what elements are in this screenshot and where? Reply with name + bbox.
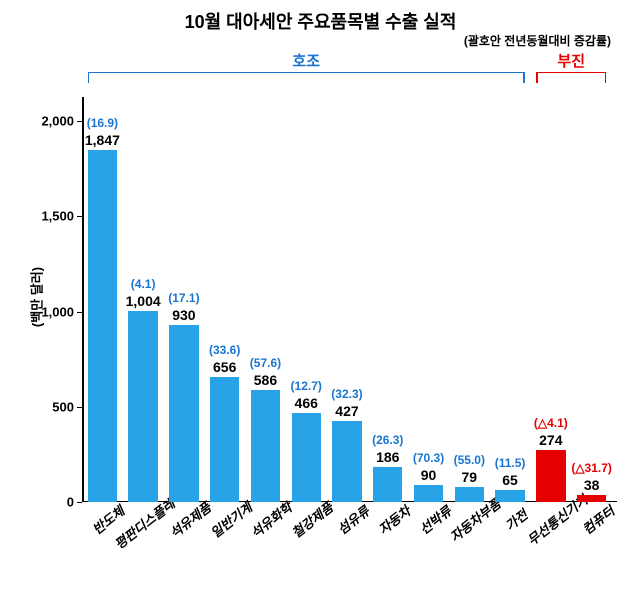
chart-title: 10월 대아세안 주요품목별 수출 실적 <box>0 8 641 34</box>
bar-value-label: 79 <box>462 469 478 485</box>
bar: 466(12.7) <box>292 413 321 502</box>
plot-area: 05001,0001,5002,0001,847(16.9)반도체1,004(4… <box>82 102 612 502</box>
xtick-label: 철강제품 <box>287 497 336 541</box>
group-bracket <box>88 72 525 73</box>
ytick-mark <box>77 312 82 313</box>
bar-value-label: 274 <box>539 432 562 448</box>
bar-value-label: 586 <box>254 372 277 388</box>
bar-value-label: 930 <box>172 307 195 323</box>
bar-value-label: 1,847 <box>85 132 120 148</box>
group-label: 호조 <box>276 50 336 71</box>
ytick-mark <box>77 216 82 217</box>
bar: 38(△31.7) <box>577 495 606 502</box>
xtick-label: 자동차 <box>374 501 414 538</box>
bar: 1,847(16.9) <box>88 150 117 502</box>
bar-pct-label: (11.5) <box>495 456 526 470</box>
bar-value-label: 38 <box>584 477 600 493</box>
bar: 186(26.3) <box>373 467 402 502</box>
bar-value-label: 186 <box>376 449 399 465</box>
bar-pct-label: (57.6) <box>250 356 281 370</box>
bar-pct-label: (4.1) <box>131 277 156 291</box>
group-bracket <box>536 72 606 73</box>
ytick-mark <box>77 407 82 408</box>
bar: 930(17.1) <box>169 325 198 502</box>
ytick-label: 0 <box>67 495 74 510</box>
group-label: 부진 <box>541 50 601 71</box>
bar-pct-label: (△31.7) <box>571 461 612 475</box>
xtick-label: 일반기계 <box>206 497 255 541</box>
bar-value-label: 656 <box>213 359 236 375</box>
chart-container: 10월 대아세안 주요품목별 수출 실적 (괄호안 전년동월대비 증감률) (백… <box>0 0 641 594</box>
ytick-mark <box>77 502 82 503</box>
ytick-label: 2,000 <box>41 114 74 129</box>
bar-value-label: 427 <box>335 403 358 419</box>
ytick-mark <box>77 121 82 122</box>
bar-pct-label: (33.6) <box>209 343 240 357</box>
bar: 1,004(4.1) <box>128 311 157 502</box>
bar-pct-label: (△4.1) <box>534 416 568 430</box>
bar-pct-label: (16.9) <box>87 116 118 130</box>
ytick-label: 1,000 <box>41 304 74 319</box>
xtick-label: 석유화학 <box>247 497 296 541</box>
bar-pct-label: (55.0) <box>454 453 485 467</box>
bar: 65(11.5) <box>495 490 524 502</box>
chart-subtitle: (괄호안 전년동월대비 증감률) <box>464 32 611 49</box>
bar: 79(55.0) <box>455 487 484 502</box>
y-axis-line <box>82 97 84 502</box>
bar-value-label: 65 <box>502 472 518 488</box>
bar: 274(△4.1) <box>536 450 565 502</box>
ytick-label: 500 <box>52 399 74 414</box>
bar-pct-label: (70.3) <box>413 451 444 465</box>
bar-value-label: 90 <box>421 467 437 483</box>
bar-pct-label: (12.7) <box>291 379 322 393</box>
xtick-label: 섬유류 <box>333 501 373 538</box>
bar: 427(32.3) <box>332 421 361 502</box>
bar-value-label: 466 <box>295 395 318 411</box>
ytick-label: 1,500 <box>41 209 74 224</box>
bar-pct-label: (32.3) <box>331 387 362 401</box>
bar: 90(70.3) <box>414 485 443 502</box>
bar-value-label: 1,004 <box>126 293 161 309</box>
bar-pct-label: (17.1) <box>168 291 199 305</box>
bar-pct-label: (26.3) <box>372 433 403 447</box>
bar: 656(33.6) <box>210 377 239 502</box>
bar: 586(57.6) <box>251 390 280 502</box>
